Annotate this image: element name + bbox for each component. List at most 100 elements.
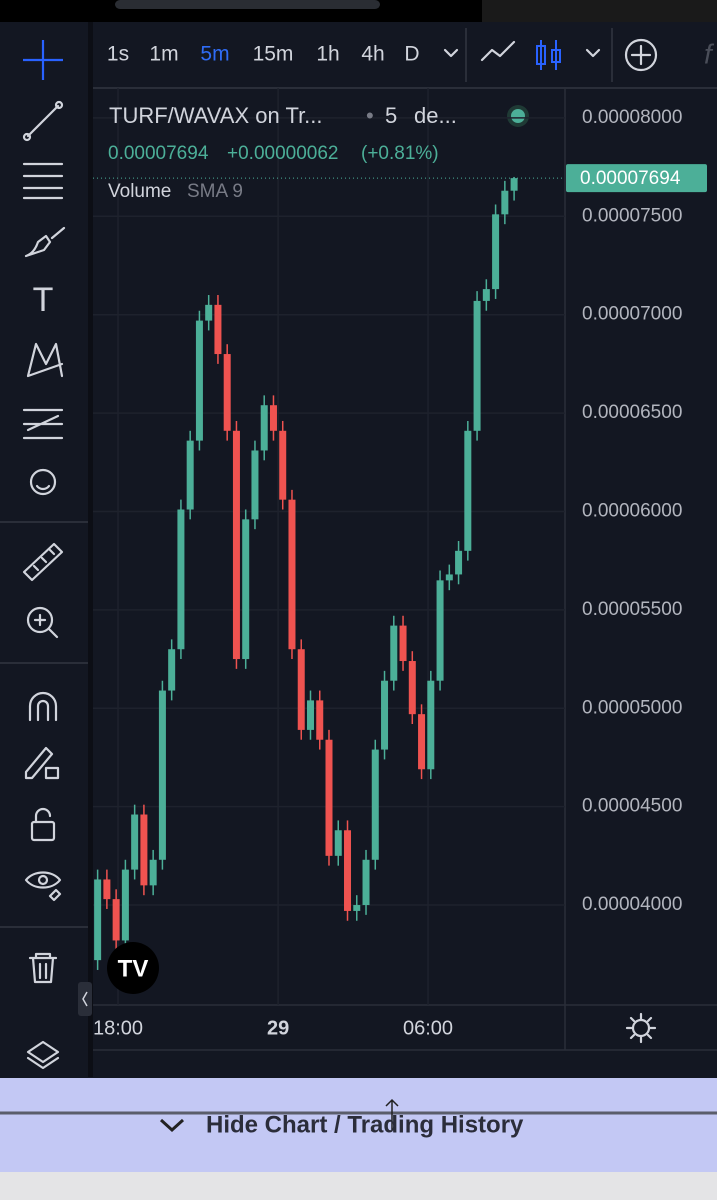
candle-body [399,625,407,662]
delete-tool[interactable] [28,952,58,984]
y-tick-label: 0.00005000 [582,697,682,718]
change-percent: (+0.81%) [361,143,439,164]
layers-tool[interactable] [26,1040,60,1070]
cursor [385,1098,399,1130]
candle-body [418,714,426,770]
chart-type-dropdown[interactable] [585,48,601,58]
lock-tool[interactable] [30,807,56,842]
candle-body [140,814,148,886]
hide-chart-label[interactable]: Hide Chart / Trading History [206,1111,524,1138]
candle-body [251,450,259,520]
symbol: TURF/WAVAX on Tr... [109,103,323,128]
candle-body [177,509,185,650]
zoom-tool[interactable] [26,606,59,639]
interval-button[interactable]: 4h [361,43,384,66]
interval-button[interactable]: 5m [200,43,229,66]
candle-body [269,405,277,431]
candle-body [242,519,250,660]
tv-logo: TV [107,942,159,994]
candle-body [195,320,203,441]
candle-body [325,739,333,856]
candle-body [168,649,176,691]
candle-body [353,905,361,911]
x-tick-label: 18:00 [93,1017,143,1039]
y-tick-label: 0.00005500 [582,599,682,620]
last-price-label: 0.00007694 [580,168,681,189]
candle-body [316,700,324,740]
brush-tool[interactable] [24,226,66,258]
change: +0.00000062 [227,143,338,164]
candle-body [492,214,500,290]
candle-body [381,680,389,750]
candle-body [455,550,463,575]
interval-button[interactable]: 1h [316,43,339,66]
interval-button[interactable]: D [404,43,419,66]
candle-body [112,899,120,941]
text-tool[interactable]: T [33,281,54,319]
candle-body [214,304,222,355]
y-tick-label: 0.00007500 [582,205,682,226]
candle-body [232,430,240,660]
trendline-tool[interactable] [22,100,64,142]
candle-body [344,830,352,911]
visibility-tool[interactable] [24,871,62,902]
interval-button[interactable]: 1m [149,43,178,66]
emoji-tool[interactable] [29,468,57,496]
candle-body [103,879,111,900]
collapse-toolbar[interactable] [78,982,92,1016]
footer [0,1172,717,1200]
source: de... [414,103,457,128]
svg-text:TV: TV [118,955,149,982]
add-indicator-button[interactable] [624,38,658,72]
candle-body [482,289,490,301]
candle-body [501,190,509,215]
last-price: 0.00007694 [108,143,209,164]
candle-body [334,830,342,856]
fx-button[interactable]: f [704,38,715,69]
line-chart-button[interactable] [480,40,516,62]
candle-chart-button[interactable] [536,40,561,70]
candle-body [149,859,157,886]
settings-button[interactable] [625,1012,657,1044]
candle-body [205,304,213,321]
y-tick-label: 0.00004500 [582,796,682,817]
magnet-tool[interactable] [28,691,58,722]
last-price-box [566,164,707,193]
ruler-tool[interactable] [22,542,64,582]
forecast-tool[interactable] [22,408,64,440]
svg-text:T: T [33,281,54,319]
url-bar [115,0,380,9]
candle-body [473,300,481,431]
interval-label: 5 [385,103,397,128]
candle-body [362,859,370,906]
interval-button[interactable]: 15m [253,43,294,66]
x-tick-label: 06:00 [403,1017,453,1039]
candle-body [306,700,314,730]
toolbar-divider [88,22,93,1077]
candle-body [408,661,416,715]
indicator-name: Volume [108,181,171,202]
candle-body [445,574,453,581]
indicator-args: SMA 9 [187,181,243,202]
candle-body [279,430,287,500]
y-tick-label: 0.00006000 [582,500,682,521]
bottom-bar[interactable] [0,1078,717,1172]
status-dot [511,109,525,123]
candle-body [427,680,435,770]
lock-drawing-tool[interactable] [24,746,60,780]
candle-body [94,879,102,961]
candle-body [288,499,296,650]
y-tick-label: 0.00004000 [582,894,682,915]
candle-body [510,178,518,191]
interval-button[interactable]: 1s [107,43,129,66]
candle-body [158,690,166,860]
collapse-arrow [82,991,88,1007]
x-tick-label: 29 [267,1017,289,1039]
fib-tool[interactable] [22,162,64,200]
pattern-tool[interactable] [26,342,64,378]
crosshair-tool[interactable] [23,40,63,80]
interval-dropdown[interactable] [443,48,459,58]
